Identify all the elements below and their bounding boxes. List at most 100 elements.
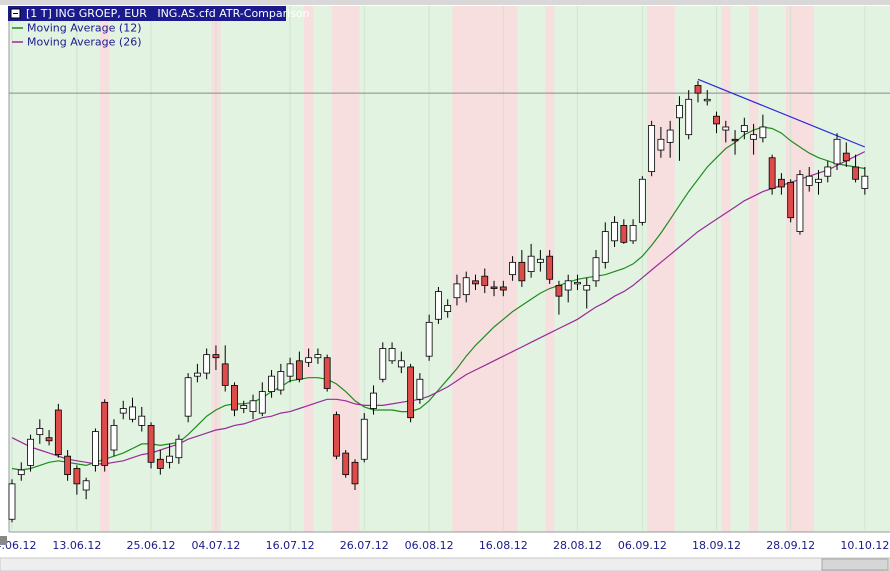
candle-body: [45, 437, 53, 442]
candle-body: [861, 175, 869, 189]
candle-body: [768, 157, 776, 189]
candle-body: [685, 98, 693, 136]
candle-body: [546, 255, 554, 280]
background-band: [721, 6, 731, 532]
candle-body: [620, 225, 628, 243]
candle-body: [119, 408, 127, 414]
candle-body: [462, 277, 470, 296]
candle-body: [323, 357, 331, 389]
candle-body: [601, 231, 609, 263]
candle-body: [815, 178, 822, 183]
candle-body: [231, 385, 238, 411]
candle-body: [138, 415, 146, 426]
chart-title: [1 T] ING GROEP, EUR ING.AS.cfd ATR-Comp…: [26, 7, 310, 20]
candle-body: [453, 283, 461, 299]
candle-body: [193, 372, 201, 377]
candle-body: [8, 483, 16, 520]
candle-body: [574, 281, 581, 285]
candle-body: [750, 134, 757, 140]
candle-body: [407, 366, 415, 419]
candle-body: [583, 285, 591, 291]
candle-body: [388, 348, 396, 362]
top-border: [0, 0, 890, 5]
candle-body: [629, 225, 637, 242]
scrollbar[interactable]: [0, 557, 890, 571]
candle-body: [110, 424, 118, 451]
axis-icon[interactable]: [0, 536, 7, 545]
candle-body: [676, 105, 683, 119]
candle-body: [73, 468, 81, 485]
candle-body: [527, 255, 535, 272]
candle-body: [796, 174, 804, 232]
candle-body: [509, 261, 516, 276]
candle-body: [490, 286, 498, 289]
candle-body: [156, 458, 164, 469]
candle-body: [64, 455, 72, 476]
candle-body: [54, 409, 62, 456]
candle-body: [833, 138, 841, 165]
candle-body: [499, 286, 507, 291]
x-tick-label: 06.08.12: [405, 539, 454, 552]
x-tick-label: 04.07.12: [191, 539, 240, 552]
candle-body: [435, 291, 442, 320]
candle-body: [648, 125, 656, 172]
candle-body: [277, 371, 285, 391]
background-band: [100, 6, 110, 532]
x-tick-label: 18.09.12: [692, 539, 741, 552]
candle-body: [592, 257, 600, 282]
candle-body: [555, 285, 563, 297]
candle-body: [379, 348, 387, 380]
candle-body: [92, 431, 99, 466]
x-tick-label: 04.06.12: [0, 539, 36, 552]
scrollbar-thumb[interactable]: [821, 558, 889, 571]
candle-body: [472, 280, 479, 285]
background-band: [304, 6, 314, 532]
candle-body: [564, 280, 572, 291]
candle-body: [536, 258, 544, 263]
candle-body: [713, 115, 720, 125]
legend-label: Moving Average (26): [27, 36, 142, 49]
candle-body: [314, 354, 322, 359]
candle-body: [611, 221, 618, 242]
candle-body: [370, 392, 377, 409]
candle-body: [731, 138, 739, 142]
x-tick-label: 16.07.12: [266, 539, 315, 552]
plot-area: 04.06.12 13.06.12 25.06.12 04.07.12 16.07.12…: [0, 6, 890, 552]
background-band: [646, 6, 675, 532]
candle-body: [240, 405, 248, 409]
candle-body: [416, 378, 424, 400]
candle-body: [694, 85, 702, 94]
candle-body: [101, 401, 109, 466]
candle-body: [397, 360, 405, 368]
candle-body: [333, 414, 340, 457]
candle-body: [17, 469, 25, 476]
candle-body: [444, 305, 452, 312]
candle-body: [147, 424, 155, 463]
candle-body: [787, 181, 795, 219]
candle-body: [175, 438, 183, 459]
candle-body: [740, 125, 748, 132]
candle-body: [129, 406, 136, 420]
legend-label: Moving Average (12): [27, 22, 142, 35]
candle-body: [778, 178, 785, 188]
x-tick-label: 26.07.12: [340, 539, 389, 552]
candle-body: [295, 360, 303, 380]
candle-body: [360, 418, 368, 460]
candle-body: [258, 391, 266, 414]
candle-body: [759, 126, 767, 139]
title-bar: [8, 6, 286, 21]
candle-body: [842, 152, 850, 162]
candle-body: [166, 455, 173, 463]
candle-body: [518, 261, 526, 282]
candle-body: [638, 178, 646, 223]
candle-body: [703, 98, 711, 102]
candle-body: [481, 275, 489, 286]
candle-body: [212, 354, 220, 359]
candle-body: [27, 438, 34, 466]
background-band: [748, 6, 759, 532]
x-tick-label: 10.10.12: [840, 539, 889, 552]
candle-body: [824, 166, 832, 177]
candle-body: [82, 480, 90, 491]
